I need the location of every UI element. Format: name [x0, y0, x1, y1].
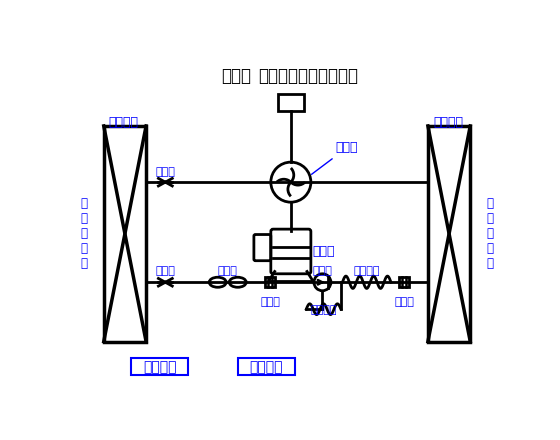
Text: 截止阀: 截止阀	[156, 266, 175, 276]
Text: 制热工况: 制热工况	[249, 360, 283, 374]
Text: 室
内
换
热
器: 室 内 换 热 器	[80, 197, 87, 270]
Text: 止回阀: 止回阀	[312, 266, 332, 276]
Text: 消声器: 消声器	[217, 266, 237, 276]
Text: 热泵型: 热泵型	[222, 66, 251, 84]
Text: 过滤器: 过滤器	[260, 297, 280, 307]
Text: 室
外
换
热
器: 室 外 换 热 器	[487, 197, 494, 270]
Bar	[237, 359, 295, 375]
Text: 压缩机: 压缩机	[312, 245, 335, 258]
Text: 截止阀: 截止阀	[156, 167, 175, 177]
Text: 换向器: 换向器	[311, 141, 358, 174]
Bar	[399, 277, 409, 287]
Text: 主毛细管: 主毛细管	[353, 266, 380, 276]
Bar	[278, 94, 304, 110]
Text: 分体挂壁机工作原理图: 分体挂壁机工作原理图	[259, 66, 358, 84]
Text: 室外机组: 室外机组	[433, 116, 464, 129]
Text: 过滤器: 过滤器	[394, 297, 414, 307]
Bar	[265, 277, 275, 287]
Text: 制冷工况: 制冷工况	[143, 360, 177, 374]
Bar	[132, 359, 188, 375]
Text: 副毛细管: 副毛细管	[311, 305, 337, 315]
Text: 室内机组: 室内机组	[109, 116, 139, 129]
